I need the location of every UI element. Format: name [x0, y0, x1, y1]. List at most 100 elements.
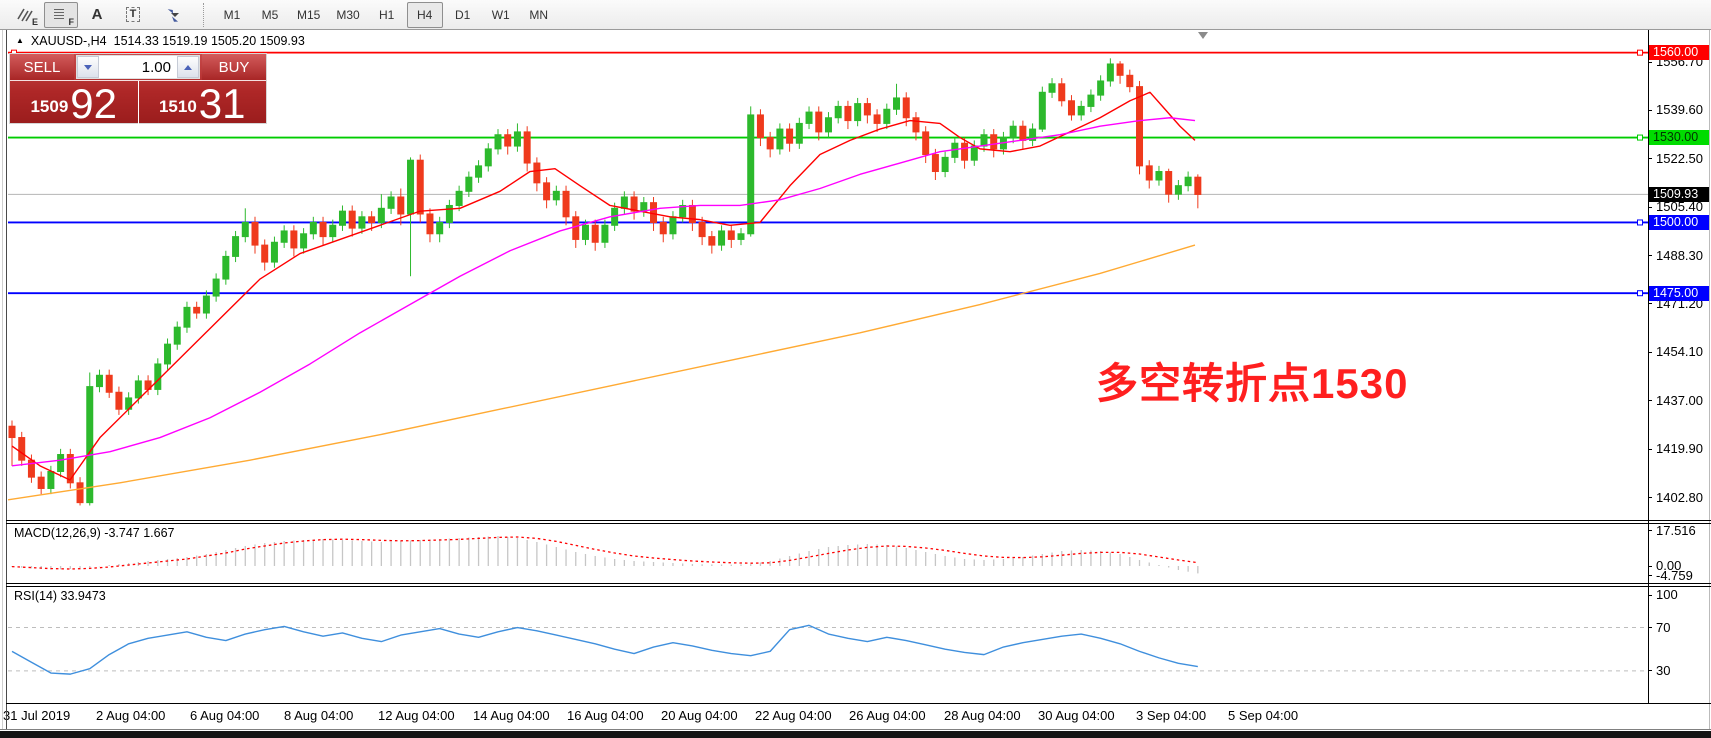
- candle-body: [640, 202, 648, 212]
- rsi-panel-top-separator-2: [6, 586, 1711, 587]
- candle-body: [562, 190, 570, 218]
- text-box-tool-button[interactable]: T: [116, 2, 150, 28]
- candle-body: [37, 476, 45, 489]
- price-badge-1560.00: 1560.00: [1649, 45, 1709, 61]
- price-tick-label: 1505.40: [1656, 199, 1703, 215]
- line-handle[interactable]: [1637, 290, 1643, 297]
- candle-body: [1019, 125, 1027, 141]
- candle-body: [523, 131, 531, 164]
- price-badge-1509.93: 1509.93: [1649, 186, 1709, 202]
- timeframe-button-m5[interactable]: M5: [261, 7, 279, 22]
- rsi-scale-label: 30: [1656, 662, 1671, 678]
- macd-panel-top-separator-2: [6, 523, 1711, 524]
- chart-symbol-header: ▲ XAUUSD-,H4 1514.33 1519.19 1505.20 150…: [16, 34, 305, 48]
- candle-body: [1194, 176, 1202, 195]
- price-tick-mark: [1648, 206, 1652, 208]
- timeframe-button-m15[interactable]: M15: [297, 7, 321, 22]
- trade-panel-prices: 1509 92 1510 31: [10, 80, 267, 128]
- sell-button[interactable]: SELL: [10, 54, 74, 80]
- candle-body: [1097, 80, 1105, 96]
- candle-body: [241, 221, 249, 238]
- macd-panel-top-separator[interactable]: [6, 520, 1711, 521]
- candle-body: [105, 374, 113, 393]
- timeframe-button-w1[interactable]: W1: [491, 7, 510, 22]
- chart-text-annotation[interactable]: 多空转折点1530: [1096, 360, 1409, 407]
- candle-body: [445, 204, 453, 223]
- candle-body: [1165, 171, 1173, 195]
- window-outer-left-border: [2, 30, 3, 730]
- candle-body: [1116, 63, 1124, 76]
- price-axis[interactable]: 1556.70 1539.60 1522.50 1505.40 1488.30 1471.…: [1648, 30, 1711, 704]
- timeframe-button-d1[interactable]: D1: [455, 7, 471, 22]
- arrange-tool-button[interactable]: [152, 2, 194, 28]
- timeframe-button-group: M1 M5 M15 M30 H1 H4 D1 W1 MN: [214, 1, 557, 28]
- one-click-trading-panel: SELL 1.00 BUY 1509 92 1510 31: [9, 53, 267, 128]
- candle-body: [747, 114, 755, 235]
- sell-price-display[interactable]: 1509 92: [10, 80, 139, 128]
- candles-group: [8, 58, 1202, 506]
- candle-body: [1048, 83, 1056, 93]
- candle-body: [620, 196, 628, 209]
- timeframe-button-h1[interactable]: H1: [379, 7, 395, 22]
- candle-body: [1174, 185, 1182, 195]
- candle-body: [76, 482, 84, 504]
- price-tick-mark: [1648, 158, 1652, 160]
- candle-body: [669, 216, 677, 235]
- candle-body: [300, 233, 308, 249]
- line-handle[interactable]: [1637, 134, 1643, 141]
- buy-price-display[interactable]: 1510 31: [139, 81, 267, 125]
- rsi-tick-mark: [1648, 594, 1652, 596]
- candle-body: [552, 190, 560, 201]
- line-handle[interactable]: [1637, 49, 1643, 56]
- candle-body: [513, 131, 521, 147]
- time-tick-label: 26 Aug 04:00: [849, 708, 926, 723]
- main-price-chart[interactable]: [8, 30, 1648, 520]
- tool-sub-label: E: [31, 16, 38, 27]
- candle-body: [902, 97, 910, 119]
- candle-body: [115, 391, 123, 410]
- timeframe-button-h4[interactable]: H4: [406, 1, 443, 28]
- timeframe-button-m30[interactable]: M30: [336, 7, 360, 22]
- window-bottom-border: [0, 729, 1711, 730]
- candle-body: [922, 131, 930, 156]
- rsi-label: RSI(14) 33.9473: [14, 589, 106, 603]
- candle-body: [893, 97, 901, 110]
- trade-panel-top-row: SELL 1.00 BUY: [10, 54, 266, 81]
- volume-increase-button[interactable]: [177, 56, 199, 78]
- candle-body: [786, 128, 794, 144]
- rsi-line: [11, 624, 1198, 675]
- line-handle[interactable]: [1637, 219, 1643, 226]
- hatch-lines-icon: [17, 8, 33, 21]
- toolbar-separator: [203, 2, 205, 27]
- price-tick-mark: [1648, 497, 1652, 499]
- price-tick-label: 1522.50: [1656, 150, 1703, 166]
- candle-body: [854, 103, 862, 122]
- indicator-tool-button[interactable]: E: [8, 2, 42, 28]
- candle-body: [776, 128, 784, 150]
- time-axis[interactable]: 31 Jul 2019 2 Aug 04:00 6 Aug 04:00 8 Aug 0…: [0, 705, 1711, 729]
- dropdown-caret-icon: [170, 12, 179, 17]
- timeframe-button-mn[interactable]: MN: [529, 7, 549, 22]
- text-label-tool-button[interactable]: A: [80, 2, 114, 28]
- rsi-indicator-chart[interactable]: [8, 586, 1648, 703]
- sell-price-pips: 92: [70, 80, 118, 128]
- candle-body: [630, 196, 638, 212]
- volume-decrease-button[interactable]: [77, 56, 99, 78]
- candle-body: [358, 216, 366, 229]
- price-tick-mark: [1648, 351, 1652, 353]
- candle-body: [66, 454, 74, 484]
- macd-label: MACD(12,26,9) -3.747 1.667: [14, 526, 175, 540]
- timeframe-button-m1[interactable]: M1: [223, 7, 241, 22]
- volume-input[interactable]: 1.00: [141, 58, 171, 76]
- candle-body: [416, 159, 424, 215]
- candle-body: [873, 114, 881, 124]
- symbol-triangle-icon: ▲: [16, 36, 24, 45]
- rsi-panel-top-separator[interactable]: [6, 583, 1711, 584]
- grid-tool-button[interactable]: F: [44, 1, 78, 28]
- macd-indicator-chart[interactable]: [8, 523, 1648, 583]
- buy-button[interactable]: BUY: [202, 54, 266, 80]
- candle-body: [1029, 128, 1037, 141]
- ma-fast-red: [11, 91, 1196, 481]
- price-badge-1500.00: 1500.00: [1649, 214, 1709, 230]
- chart-shift-triangle-icon[interactable]: [1198, 32, 1208, 39]
